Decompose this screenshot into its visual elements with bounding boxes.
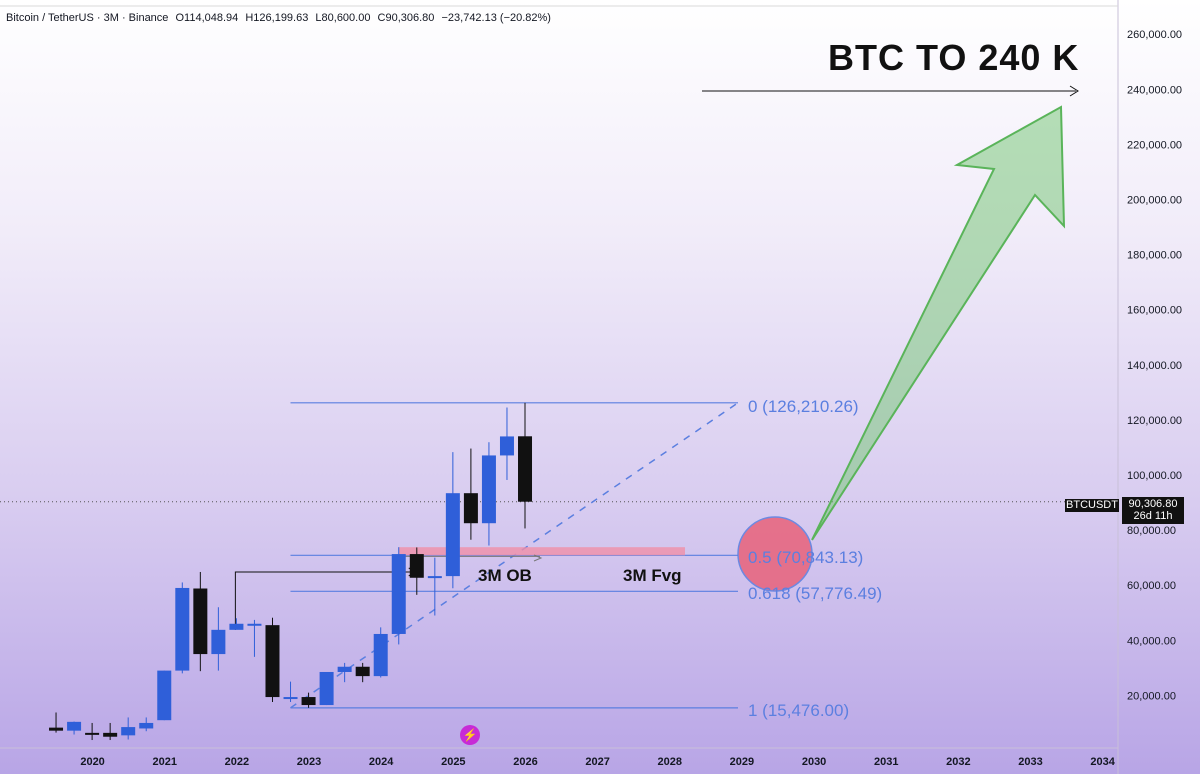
high-value: H126,199.63 bbox=[245, 12, 309, 24]
change-value: −23,742.13 (−20.82%) bbox=[441, 12, 551, 24]
x-tick-label: 2023 bbox=[297, 756, 321, 768]
x-tick-label: 2026 bbox=[513, 756, 537, 768]
x-tick-label: 2025 bbox=[441, 756, 465, 768]
y-tick-label: 120,000.00 bbox=[1127, 415, 1182, 427]
candle-body bbox=[157, 670, 172, 721]
x-tick-label: 2022 bbox=[225, 756, 249, 768]
candle-body bbox=[229, 623, 244, 630]
last-price-box: 90,306.80 26d 11h bbox=[1122, 497, 1184, 524]
y-tick-label: 220,000.00 bbox=[1127, 139, 1182, 151]
ticker-label: BTCUSDT bbox=[1066, 499, 1118, 511]
low-value: L80,600.00 bbox=[315, 12, 371, 24]
candle-body bbox=[103, 732, 118, 737]
candle-body bbox=[121, 727, 136, 736]
candle-body bbox=[481, 455, 496, 524]
x-tick-label: 2031 bbox=[874, 756, 898, 768]
y-tick-label: 100,000.00 bbox=[1127, 470, 1182, 482]
x-tick-label: 2030 bbox=[802, 756, 826, 768]
ticker-label-box: BTCUSDT bbox=[1065, 499, 1119, 512]
ob-label: 3M OB bbox=[478, 566, 532, 585]
y-tick-label: 200,000.00 bbox=[1127, 195, 1182, 207]
candle-body bbox=[247, 623, 262, 626]
y-tick-label: 80,000.00 bbox=[1127, 525, 1176, 537]
fib-label-0: 0 (126,210.26) bbox=[748, 397, 859, 416]
candle-body bbox=[85, 732, 100, 735]
structure-arrow bbox=[234, 571, 415, 630]
candle-body bbox=[355, 666, 370, 677]
candle-body bbox=[337, 666, 352, 672]
fib-label-1: 1 (15,476.00) bbox=[748, 701, 850, 720]
candle-body bbox=[49, 727, 64, 731]
x-tick-label: 2021 bbox=[152, 756, 176, 768]
last-price: 90,306.80 bbox=[1128, 498, 1178, 510]
y-tick-label: 240,000.00 bbox=[1127, 84, 1182, 96]
candle-body bbox=[409, 554, 424, 578]
x-tick-label: 2020 bbox=[80, 756, 104, 768]
symbol-label[interactable]: Bitcoin / TetherUS · 3M · Binance bbox=[6, 12, 169, 24]
y-tick-label: 180,000.00 bbox=[1127, 250, 1182, 262]
y-tick-label: 60,000.00 bbox=[1127, 580, 1176, 592]
target-zone-circle bbox=[737, 516, 813, 592]
candle-body bbox=[301, 697, 316, 706]
x-tick-label: 2028 bbox=[658, 756, 682, 768]
candle-body bbox=[445, 493, 460, 577]
y-tick-label: 40,000.00 bbox=[1127, 635, 1176, 647]
fib-label-0-618: 0.618 (57,776.49) bbox=[748, 584, 883, 603]
y-tick-label: 20,000.00 bbox=[1127, 690, 1176, 702]
x-tick-label: 2024 bbox=[369, 756, 394, 768]
x-tick-label: 2029 bbox=[730, 756, 754, 768]
target-arrowhead bbox=[1069, 85, 1079, 97]
candle-body bbox=[499, 436, 514, 456]
tradingview-bolt-icon[interactable]: ⚡ bbox=[460, 725, 480, 745]
fib-label-0-5: 0.5 (70,843.13) bbox=[748, 548, 864, 567]
countdown: 26d 11h bbox=[1133, 510, 1173, 522]
candle-body bbox=[319, 671, 334, 706]
candle-body bbox=[463, 493, 478, 524]
candle-body bbox=[193, 588, 208, 655]
ob-arrowhead bbox=[533, 554, 543, 562]
headline-text: BTC TO 240 K bbox=[828, 37, 1080, 78]
candle-body bbox=[427, 576, 442, 579]
y-tick-label: 140,000.00 bbox=[1127, 360, 1182, 372]
fvg-label: 3M Fvg bbox=[623, 566, 682, 585]
candle-body bbox=[518, 436, 533, 502]
candle-body bbox=[139, 722, 154, 729]
candle-body bbox=[67, 721, 82, 731]
candle-body bbox=[391, 554, 406, 634]
candle-body bbox=[265, 625, 280, 698]
candle-body bbox=[175, 587, 190, 671]
x-tick-label: 2034 bbox=[1090, 756, 1115, 768]
symbol-header: Bitcoin / TetherUS · 3M · Binance O114,0… bbox=[6, 12, 555, 24]
bull-arrow bbox=[811, 105, 1066, 541]
open-value: O114,048.94 bbox=[175, 12, 239, 24]
candle-body bbox=[373, 633, 388, 677]
y-tick-label: 260,000.00 bbox=[1127, 29, 1182, 41]
y-tick-label: 160,000.00 bbox=[1127, 305, 1182, 317]
x-tick-label: 2033 bbox=[1018, 756, 1042, 768]
candle-body bbox=[283, 697, 298, 700]
x-tick-label: 2027 bbox=[585, 756, 609, 768]
ob-zone bbox=[398, 547, 685, 556]
close-value: C90,306.80 bbox=[377, 12, 435, 24]
candle-body bbox=[211, 629, 226, 655]
x-tick-label: 2032 bbox=[946, 756, 970, 768]
